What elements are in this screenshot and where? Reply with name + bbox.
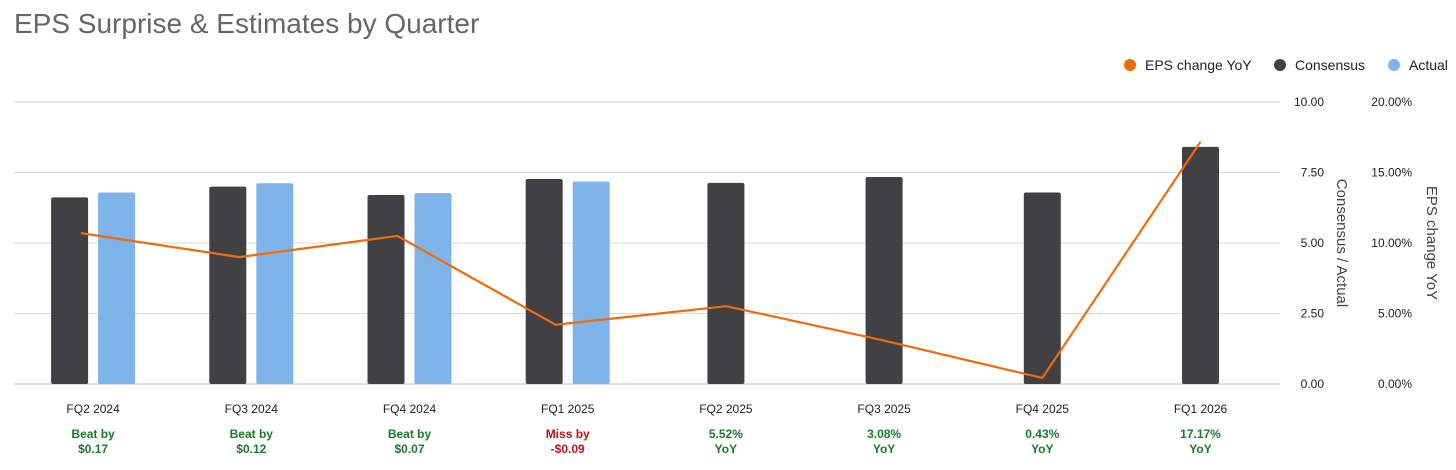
legend-item[interactable]: Consensus (1274, 57, 1365, 73)
actual-bar (572, 181, 610, 384)
annotation-line2: -$0.09 (551, 442, 585, 456)
consensus-bar (209, 186, 247, 384)
actual-bar (98, 192, 136, 384)
legend-item[interactable]: EPS change YoY (1124, 57, 1252, 73)
consensus-bar (367, 195, 405, 384)
right-tick-label: 15.00% (1371, 166, 1412, 180)
left-tick-label: 7.50 (1301, 166, 1325, 180)
category-label: FQ4 2025 (1016, 402, 1070, 416)
annotation-line2: $0.07 (394, 442, 424, 456)
annotation-line2: YoY (715, 442, 737, 456)
annotation-line1: Beat by (71, 427, 115, 441)
annotation-line1: 5.52% (709, 427, 743, 441)
actual-bar (414, 193, 452, 384)
eps-change-line (80, 141, 1202, 380)
consensus-bar (1182, 146, 1219, 384)
left-axis-title: Consensus / Actual (1333, 179, 1350, 307)
annotation-line2: YoY (873, 442, 895, 456)
left-tick-label: 5.00 (1301, 236, 1325, 250)
annotation-line2: YoY (1031, 442, 1053, 456)
category-label: FQ1 2025 (541, 402, 595, 416)
legend-marker (1274, 59, 1286, 71)
eps-change-line-layer (80, 141, 1202, 380)
consensus-bar (865, 177, 903, 384)
right-tick-label: 0.00% (1378, 377, 1412, 391)
annotation-line1: Miss by (546, 427, 590, 441)
category-label: FQ3 2024 (225, 402, 279, 416)
gridlines (14, 101, 1280, 385)
annotation-line2: $0.12 (236, 442, 266, 456)
right-tick-label: 20.00% (1371, 95, 1412, 109)
consensus-bar (1023, 192, 1061, 384)
right-axis-title: EPS change YoY (1423, 186, 1440, 300)
category-label: FQ2 2025 (699, 402, 753, 416)
annotation-line1: Beat by (230, 427, 274, 441)
legend[interactable]: EPS change YoY Consensus Actual (1124, 57, 1448, 73)
legend-label: EPS change YoY (1145, 57, 1252, 73)
category-label: FQ4 2024 (383, 402, 437, 416)
annotation-line2: $0.17 (78, 442, 108, 456)
consensus-bar (51, 197, 89, 384)
consensus-bar (525, 178, 563, 384)
consensus-bar (707, 182, 745, 384)
annotation-line2: YoY (1189, 442, 1211, 456)
annotation-line1: Beat by (388, 427, 432, 441)
category-label: FQ3 2025 (857, 402, 911, 416)
right-tick-label: 10.00% (1371, 236, 1412, 250)
legend-marker (1124, 59, 1136, 71)
bars (51, 146, 1219, 384)
legend-marker (1388, 59, 1400, 71)
category-label: FQ2 2024 (66, 402, 120, 416)
actual-bar (256, 183, 294, 384)
right-tick-label: 5.00% (1378, 307, 1412, 321)
left-tick-label: 2.50 (1301, 307, 1325, 321)
axes: 0.00 2.50 5.00 7.50 10.00 0.00% 5.00% 10.00% 15.… (1294, 95, 1440, 391)
legend-item[interactable]: Actual (1388, 57, 1448, 73)
annotation-line1: 17.17% (1180, 427, 1221, 441)
left-tick-label: 10.00 (1294, 95, 1324, 109)
left-tick-label: 0.00 (1301, 377, 1325, 391)
legend-label: Consensus (1295, 57, 1365, 73)
annotation-line1: 0.43% (1025, 427, 1059, 441)
chart-title: EPS Surprise & Estimates by Quarter (14, 8, 480, 39)
legend-label: Actual (1409, 57, 1448, 73)
category-label: FQ1 2026 (1174, 402, 1228, 416)
annotation-line1: 3.08% (867, 427, 901, 441)
